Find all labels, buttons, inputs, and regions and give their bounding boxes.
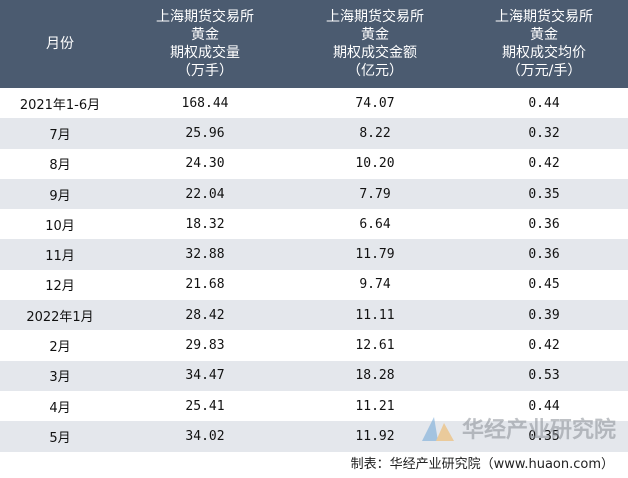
table-cell: 0.45 (528, 277, 560, 293)
table-cell: 0.36 (528, 216, 560, 232)
table-row: 8月 24.30 10.20 0.42 (0, 149, 628, 179)
table-cell: 0.39 (460, 300, 628, 331)
header-row: 月份 上海期货交易所 黄金 期权成交量 （万手） 上海期货交易所 黄金 期权成交金额 （亿元）上… (0, 0, 628, 88)
table-cell: 0.44 (528, 95, 560, 111)
table-cell: 3月 (0, 360, 120, 391)
table-row: 5月 34.02 11.92 0.35 (0, 421, 628, 452)
table-cell: 2021年1-6月 (19, 97, 101, 113)
watermark-text: 华经产业研究院 (462, 418, 617, 443)
table-cell: 32.88 (120, 239, 290, 270)
header-line: 期权成交均价 (502, 45, 586, 61)
header-line: （万手） (177, 63, 233, 79)
header-line: 黄金 (361, 27, 389, 43)
table-cell: 10月 (45, 218, 75, 234)
table-cell: 12.61 (355, 338, 395, 354)
header-line: 上海期货交易所 (326, 9, 424, 25)
watermark-logo (422, 417, 454, 441)
header-line: 黄金 (530, 27, 558, 43)
watermark: 华经产业研究院 (420, 412, 616, 444)
table-cell: 9月 (0, 178, 120, 210)
table-cell: 11.79 (290, 239, 460, 270)
table-cell: 34.47 (120, 360, 290, 391)
table-cell: 18.28 (290, 360, 460, 391)
table-cell: 5月 (0, 421, 120, 452)
header-line: 黄金 (191, 27, 219, 43)
table-row: 2022年1月 28.42 11.11 0.39 (0, 300, 628, 331)
table-row: 2月 29.83 12.61 0.42 (0, 330, 628, 360)
table-cell: 2月 (49, 340, 71, 356)
table-cell: 8.22 (290, 118, 460, 149)
table-cell: 7月 (0, 118, 120, 149)
footer: 制表：华经产业研究院（www.huaon.com） (350, 457, 614, 472)
header-line: 期权成交量 (170, 45, 240, 61)
table-cell: 25.96 (120, 118, 290, 149)
header-line: 期权成交金额 (333, 45, 417, 61)
table-row: 9月 22.04 7.79 0.35 (0, 178, 628, 210)
table-row: 2021年1-6月 168.44 74.07 0.44 (0, 88, 628, 118)
table-cell: 0.36 (460, 239, 628, 270)
header-line: 上海期货交易所 (156, 9, 254, 25)
table-cell: 12月 (45, 279, 75, 295)
table-cell: 11.21 (355, 398, 395, 414)
table-cell: 8月 (49, 158, 71, 174)
table-cell: 29.83 (185, 338, 225, 354)
table-cell: 4月 (49, 400, 71, 416)
table-cell: 0.35 (460, 421, 628, 452)
table-cell: 0.32 (460, 118, 628, 149)
header-cell: 月份 (0, 0, 120, 88)
header-cell: 上海期货交易所 黄金期权成交金额 （亿元） (290, 0, 460, 88)
data-table: 月份 上海期货交易所 黄金 期权成交量 （万手） 上海期货交易所 黄金 期权成交金额 （亿元）上… (0, 0, 628, 452)
table-cell: 0.44 (528, 398, 560, 414)
header-line: （万元/手） (506, 63, 582, 79)
table-cell: 0.35 (460, 178, 628, 210)
table-body: 2021年1-6月 168.44 74.07 0.44 7月 25.96 8.22 0.32 8… (0, 88, 628, 452)
table-cell: 6.64 (359, 216, 391, 232)
table-cell: 24.30 (185, 156, 225, 172)
table-row: 10月 18.32 6.64 0.36 (0, 209, 628, 239)
table-cell: 22.04 (120, 178, 290, 210)
table-cell: 0.53 (460, 360, 628, 391)
table-cell: 25.41 (185, 398, 225, 414)
table-cell: 0.42 (528, 338, 560, 354)
table-row: 3月 34.47 18.28 0.53 (0, 360, 628, 391)
table-row: 11月 32.88 11.79 0.36 (0, 239, 628, 270)
table-cell: 9.74 (359, 277, 391, 293)
table-cell: 0.42 (528, 156, 560, 172)
table-row: 12月 21.68 9.74 0.45 (0, 270, 628, 300)
header-line: （亿元） (347, 63, 403, 79)
table-cell: 34.02 (120, 421, 290, 452)
table-cell: 10.20 (355, 156, 395, 172)
table-cell: 11月 (0, 239, 120, 270)
table-cell: 74.07 (355, 95, 395, 111)
table-cell: 11.11 (290, 300, 460, 331)
table-row: 7月 25.96 8.22 0.32 (0, 118, 628, 149)
header-cell: 上海期货交易所 黄金期权成交均价 （万元/手） (460, 0, 628, 88)
header-line: 上海期货交易所 (495, 9, 593, 25)
table-row: 4月 25.41 11.21 0.44 (0, 391, 628, 421)
table-cell: 168.44 (181, 95, 229, 111)
table-cell: 28.42 (120, 300, 290, 331)
table-cell: 21.68 (185, 277, 225, 293)
table-cell: 18.32 (185, 216, 225, 232)
header-cell: 上海期货交易所 黄金期权成交量 （万手） (120, 0, 290, 88)
table-cell: 2022年1月 (0, 300, 120, 331)
header-line: 月份 (46, 36, 74, 52)
table-cell: 7.79 (290, 178, 460, 210)
